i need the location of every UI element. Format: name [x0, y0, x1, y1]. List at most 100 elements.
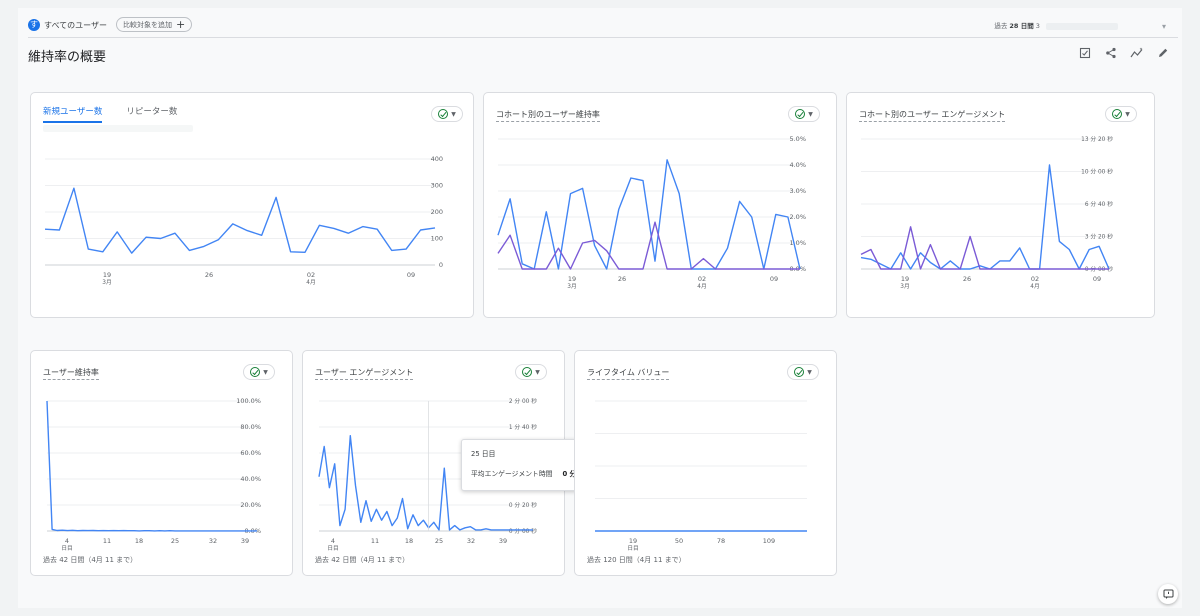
data-quality-status-button[interactable]: ▼ [787, 364, 819, 380]
x-tick-label: 26 [963, 275, 971, 283]
tooltip-metric: 平均エンゲージメント時間 [471, 470, 553, 478]
x-tick-label: 26 [205, 271, 213, 279]
plus-icon: + [176, 17, 186, 31]
new-returning-users-card: 新規ユーザー数 リピーター数 ▼ 400 300 200 100 0 19 3月 26 02 4月… [30, 92, 474, 318]
cohort-engagement-card: コホート別のユーザー エンゲージメント ▼ 13 分 20 秒 10 分 00 秒… [846, 92, 1155, 318]
chevron-down-icon: ▼ [807, 368, 812, 376]
x-tick-label: 26 [618, 275, 626, 283]
all-users-label: すべてのユーザー [44, 20, 107, 30]
chevron-down-icon[interactable]: ▾ [1161, 22, 1166, 31]
x-tick-sublabel: 4月 [1030, 283, 1040, 290]
date-range-days: 28 日間 [1009, 22, 1034, 30]
data-quality-status-button[interactable]: ▼ [515, 364, 547, 380]
series-line [44, 187, 436, 254]
x-tick-label: 39 [499, 537, 507, 545]
check-circle-icon [250, 367, 261, 377]
report-toolbar [1078, 46, 1170, 60]
series-line [318, 434, 533, 531]
y-tick-label: 40.0% [240, 475, 261, 483]
chevron-down-icon: ▼ [451, 110, 456, 118]
insights-icon[interactable] [1130, 46, 1144, 60]
card-title[interactable]: ユーザー エンゲージメント [315, 367, 414, 380]
x-tick-sublabel: 4月 [306, 279, 316, 286]
add-comparison-label: 比較対象を追加 [123, 20, 172, 29]
x-tick-label: 02 [307, 271, 315, 279]
y-tick-label: 20.0% [240, 501, 261, 509]
tab-returning-users[interactable]: リピーター数 [126, 107, 178, 117]
y-tick-label: 300 [431, 182, 443, 190]
y-tick-label: 2.0% [789, 213, 806, 221]
x-tick-sublabel: 3月 [102, 279, 112, 286]
date-range-footer: 過去 42 日間（4月 11 まで） [43, 556, 138, 564]
y-tick-label: 200 [431, 208, 443, 216]
chevron-down-icon: ▼ [808, 110, 813, 118]
y-tick-label: 0 分 20 秒 [509, 501, 537, 509]
x-tick-label: 09 [1093, 275, 1101, 283]
series-line [860, 226, 1109, 270]
check-circle-icon [522, 367, 533, 377]
x-tick-sublabel: 4月 [697, 283, 707, 290]
x-tick-label: 19 [103, 271, 111, 279]
y-tick-label: 100 [431, 235, 443, 243]
x-tick-label: 109 [763, 537, 775, 545]
series-line [860, 164, 1110, 270]
user-segment-icon: す [28, 19, 40, 31]
x-tick-label: 18 [405, 537, 413, 545]
x-tick-label: 39 [241, 537, 249, 545]
data-quality-status-button[interactable]: ▼ [788, 106, 820, 122]
retention-overview-page: す すべてのユーザー 比較対象を追加 + 過去 28 日間 3 ▾ 維持率の概要 [18, 8, 1182, 608]
lifetime-value-card: ライフタイム バリュー ▼ 19 日目 50 78 109 過去 120 日間（4月 1… [574, 350, 837, 576]
x-tick-label: 19 [901, 275, 909, 283]
x-tick-label: 09 [770, 275, 778, 283]
data-quality-status-button[interactable]: ▼ [243, 364, 275, 380]
cohort-engagement-line-chart: 13 分 20 秒10 分 00 秒6 分 40 秒3 分 20 秒0 分 00… [860, 135, 1113, 290]
y-tick-label: 1 分 40 秒 [509, 423, 537, 431]
x-tick-label: 19 [629, 537, 637, 545]
card-title[interactable]: ユーザー維持率 [43, 367, 99, 380]
date-range-prefix: 過去 [994, 22, 1008, 30]
tab-new-users[interactable]: 新規ユーザー数 [43, 105, 103, 123]
check-circle-icon [438, 109, 449, 119]
chevron-down-icon: ▼ [535, 368, 540, 376]
edit-icon[interactable] [1156, 46, 1170, 60]
card-title[interactable]: ライフタイム バリュー [587, 367, 670, 380]
x-tick-label: 78 [717, 537, 725, 545]
check-circle-icon [794, 367, 805, 377]
tab-subtitle-redacted [43, 125, 193, 132]
y-tick-label: 10 分 00 秒 [1081, 168, 1113, 176]
feedback-button[interactable] [1158, 584, 1178, 604]
share-icon[interactable] [1104, 46, 1118, 60]
card-title[interactable]: コホート別のユーザー維持率 [496, 109, 600, 122]
customize-report-icon[interactable] [1078, 46, 1092, 60]
user-engagement-card: ユーザー エンゲージメント ▼ 2 分 00 秒 1 分 40 秒 0 分 20 秒… [302, 350, 615, 576]
x-tick-sublabel: 日目 [627, 545, 639, 552]
y-tick-label: 2 分 00 秒 [509, 397, 537, 405]
x-tick-label: 32 [209, 537, 217, 545]
x-tick-label: 4 [65, 537, 69, 545]
y-tick-label: 3.0% [789, 187, 806, 195]
y-tick-label: 4.0% [789, 161, 806, 169]
y-tick-label: 1.0% [789, 239, 806, 247]
x-tick-sublabel: 日目 [327, 545, 339, 552]
x-tick-label: 50 [675, 537, 683, 545]
card-title[interactable]: コホート別のユーザー エンゲージメント [859, 109, 1006, 122]
y-tick-label: 100.0% [236, 397, 261, 405]
y-tick-label: 6 分 40 秒 [1085, 200, 1113, 208]
x-tick-label: 09 [407, 271, 415, 279]
page-title: 維持率の概要 [28, 50, 107, 65]
date-range-picker[interactable]: 過去 28 日間 3 [994, 20, 1118, 30]
add-comparison-chip[interactable]: 比較対象を追加 + [116, 17, 193, 32]
data-quality-status-button[interactable]: ▼ [431, 106, 463, 122]
x-tick-label: 4 [331, 537, 335, 545]
all-users-chip[interactable]: す すべてのユーザー [28, 17, 107, 33]
user-retention-card: ユーザー維持率 ▼ 100.0% 80.0% 60.0% 40.0% 20.0% 0.0%… [30, 350, 293, 576]
data-quality-status-button[interactable]: ▼ [1105, 106, 1137, 122]
tooltip-day: 25 日目 [471, 450, 496, 458]
x-tick-label: 18 [135, 537, 143, 545]
x-tick-sublabel: 日目 [61, 545, 73, 552]
x-tick-label: 02 [698, 275, 706, 283]
